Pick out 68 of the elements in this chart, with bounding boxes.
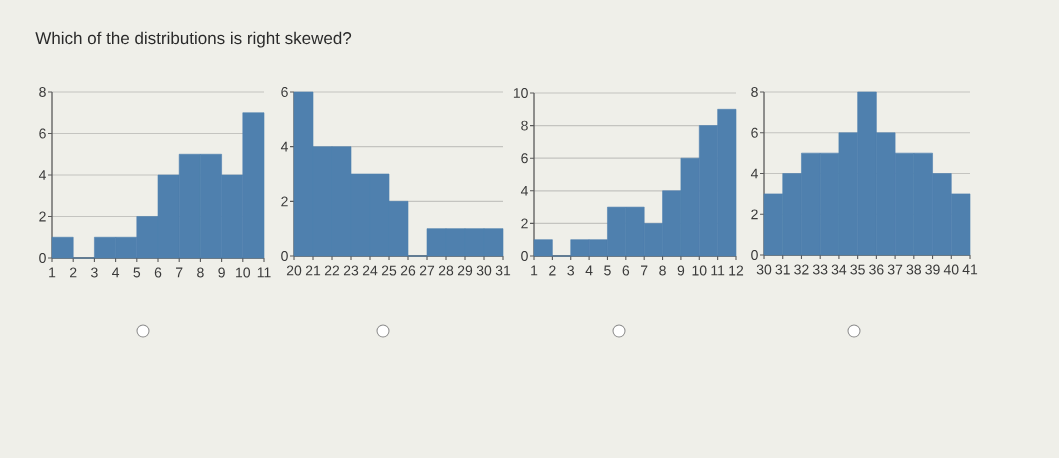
- y-tick-label: 2: [521, 218, 528, 229]
- x-tick-label: 36: [869, 264, 884, 275]
- chart-title: Which of the distributions is right skewed?: [35, 31, 352, 48]
- x-tick-label: 11: [257, 267, 271, 278]
- x-tick-label: 32: [794, 264, 809, 275]
- x-tick-label: 2: [549, 265, 556, 276]
- y-tick-label: 4: [750, 168, 758, 179]
- y-tick-label: 6: [281, 87, 288, 97]
- x-tick-label: 39: [925, 264, 940, 275]
- x-tick-label: 31: [495, 265, 511, 276]
- x-tick-label: 12: [729, 265, 744, 276]
- y-tick-label: 6: [521, 153, 528, 164]
- x-tick-label: 26: [400, 265, 416, 276]
- y-tick-label: 6: [39, 128, 46, 139]
- x-tick-label: 7: [176, 267, 183, 278]
- y-tick-label: 10: [513, 88, 528, 98]
- y-tick-label: 2: [39, 211, 46, 222]
- x-tick-label: 37: [887, 264, 903, 275]
- x-tick-label: 30: [756, 264, 772, 275]
- x-tick-label: 3: [91, 267, 98, 278]
- y-tick-label: 0: [521, 251, 528, 261]
- y-tick-label: 2: [281, 196, 288, 207]
- x-tick-label: 11: [711, 265, 725, 276]
- x-tick-label: 7: [641, 265, 648, 276]
- x-tick-label: 1: [49, 267, 56, 278]
- x-tick-label: 9: [677, 265, 685, 276]
- x-tick-label: 27: [419, 265, 435, 276]
- x-tick-label: 8: [197, 267, 204, 278]
- x-tick-label: 20: [286, 265, 302, 276]
- y-tick-label: 0: [39, 253, 46, 263]
- x-tick-label: 6: [154, 267, 162, 278]
- y-tick-label: 2: [751, 209, 758, 220]
- x-tick-label: 40: [943, 264, 959, 275]
- x-tick-label: 21: [305, 265, 321, 276]
- x-tick-label: 34: [831, 264, 847, 275]
- y-tick-label: 0: [281, 251, 288, 261]
- x-tick-label: 28: [438, 265, 454, 276]
- x-tick-label: 29: [457, 265, 473, 276]
- y-tick-label: 4: [280, 141, 288, 152]
- y-tick-label: 8: [521, 120, 528, 131]
- x-tick-label: 4: [585, 265, 593, 276]
- y-tick-label: 8: [751, 87, 758, 97]
- x-tick-label: 24: [362, 265, 378, 276]
- x-tick-label: 22: [324, 265, 340, 276]
- x-tick-label: 8: [659, 265, 666, 276]
- x-tick-label: 23: [343, 265, 359, 276]
- x-tick-label: 6: [622, 265, 630, 276]
- x-tick-label: 33: [812, 264, 828, 275]
- y-tick-label: 4: [520, 186, 528, 196]
- x-tick-label: 9: [218, 267, 225, 278]
- x-tick-label: 30: [476, 265, 492, 276]
- y-tick-label: 4: [38, 170, 46, 180]
- x-tick-label: 3: [567, 265, 575, 276]
- x-tick-label: 10: [236, 267, 251, 278]
- y-tick-label: 8: [39, 87, 46, 97]
- x-tick-label: 35: [850, 264, 865, 275]
- x-tick-label: 38: [906, 264, 921, 275]
- x-tick-label: 4: [112, 267, 120, 278]
- x-tick-label: 5: [604, 265, 611, 276]
- x-tick-label: 25: [381, 265, 397, 276]
- y-tick-label: 6: [751, 127, 758, 138]
- x-tick-label: 1: [531, 265, 538, 276]
- x-tick-label: 31: [775, 264, 790, 275]
- x-tick-label: 10: [692, 265, 707, 276]
- x-tick-label: 41: [962, 264, 978, 275]
- x-tick-label: 5: [133, 267, 141, 278]
- y-tick-label: 0: [751, 250, 758, 260]
- x-tick-label: 2: [70, 267, 77, 278]
